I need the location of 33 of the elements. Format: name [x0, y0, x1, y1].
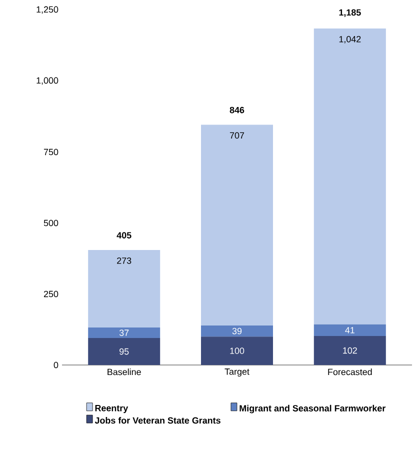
- data-label: 273: [117, 257, 132, 264]
- total-label: 1,185: [339, 9, 361, 17]
- bar: [314, 28, 386, 324]
- bar: [88, 328, 160, 338]
- bar: [314, 336, 386, 365]
- x-tick-label: Target: [224, 368, 250, 377]
- y-tick-label: 1,250: [36, 6, 58, 14]
- bar: [88, 250, 160, 328]
- total-label: 405: [116, 232, 132, 238]
- y-tick-label: 1,000: [36, 77, 58, 85]
- data-label: 100: [230, 348, 244, 354]
- legend-label: Migrant and Seasonal Farmworker: [240, 404, 386, 414]
- y-tick-label: 250: [44, 290, 58, 298]
- data-label: 41: [345, 327, 354, 334]
- total-label: 846: [230, 106, 244, 114]
- legend-label: Reentry: [95, 405, 128, 414]
- data-label: 1,042: [339, 36, 361, 44]
- x-tick-label: Forecasted: [328, 368, 372, 376]
- bar: [201, 326, 273, 337]
- x-tick-label: Baseline: [108, 368, 141, 376]
- bar: [314, 324, 386, 336]
- data-label: 707: [230, 132, 244, 139]
- bar: [201, 336, 273, 365]
- y-tick-label: 0: [54, 362, 58, 368]
- data-label: 102: [343, 347, 357, 354]
- bar: [88, 338, 160, 365]
- y-tick-label: 500: [44, 220, 58, 226]
- legend-label: Jobs for Veteran State Grants: [94, 417, 220, 424]
- bar: [201, 124, 273, 326]
- data-label: 95: [120, 348, 129, 355]
- y-tick-label: 750: [44, 148, 58, 156]
- data-label: 39: [232, 328, 242, 334]
- data-label: 37: [119, 330, 129, 336]
